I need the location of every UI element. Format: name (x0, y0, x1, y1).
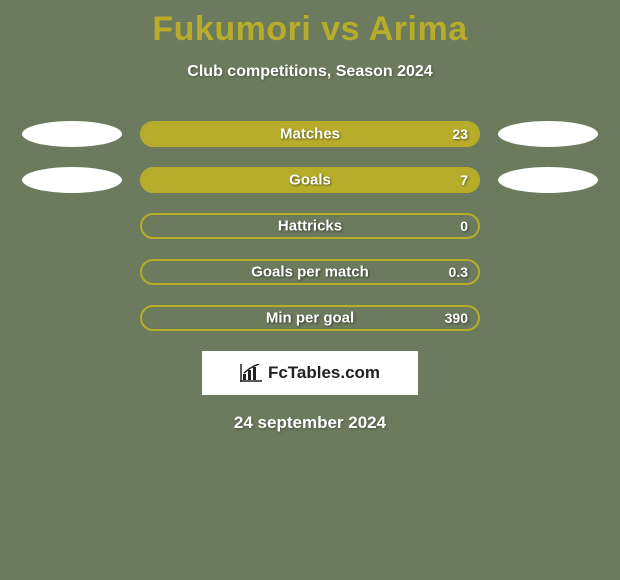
right-ellipse-spacer (498, 305, 598, 331)
stat-bar: Matches 23 (140, 121, 480, 147)
stat-bar: Goals 7 (140, 167, 480, 193)
source-logo-box: FcTables.com (202, 351, 418, 395)
stat-bar: Min per goal 390 (140, 305, 480, 331)
stat-row-matches: Matches 23 (20, 121, 600, 147)
stat-value: 23 (452, 126, 468, 142)
stat-row-hattricks: Hattricks 0 (20, 213, 600, 239)
left-ellipse-spacer (22, 305, 122, 331)
stat-label: Matches (280, 126, 340, 143)
page-subtitle: Club competitions, Season 2024 (0, 63, 620, 81)
right-ellipse (498, 121, 598, 147)
stat-label: Hattricks (278, 218, 342, 235)
date-label: 24 september 2024 (0, 413, 620, 433)
stat-label: Goals (289, 172, 331, 189)
left-ellipse (22, 167, 122, 193)
right-ellipse-spacer (498, 259, 598, 285)
right-ellipse-spacer (498, 213, 598, 239)
stat-row-goals-per-match: Goals per match 0.3 (20, 259, 600, 285)
left-ellipse-spacer (22, 213, 122, 239)
stat-bar: Hattricks 0 (140, 213, 480, 239)
stat-value: 390 (445, 310, 468, 326)
stats-area: Matches 23 Goals 7 Hattricks 0 (0, 121, 620, 331)
left-ellipse (22, 121, 122, 147)
stat-label: Goals per match (251, 264, 369, 281)
stat-row-goals: Goals 7 (20, 167, 600, 193)
stat-value: 0 (460, 218, 468, 234)
stat-bar: Goals per match 0.3 (140, 259, 480, 285)
stat-row-min-per-goal: Min per goal 390 (20, 305, 600, 331)
stat-value: 0.3 (449, 264, 468, 280)
bar-chart-icon (240, 364, 262, 382)
comparison-infographic: Fukumori vs Arima Club competitions, Sea… (0, 0, 620, 580)
left-ellipse-spacer (22, 259, 122, 285)
stat-label: Min per goal (266, 310, 354, 327)
source-logo-text: FcTables.com (268, 363, 380, 383)
right-ellipse (498, 167, 598, 193)
stat-value: 7 (460, 172, 468, 188)
page-title: Fukumori vs Arima (0, 0, 620, 49)
